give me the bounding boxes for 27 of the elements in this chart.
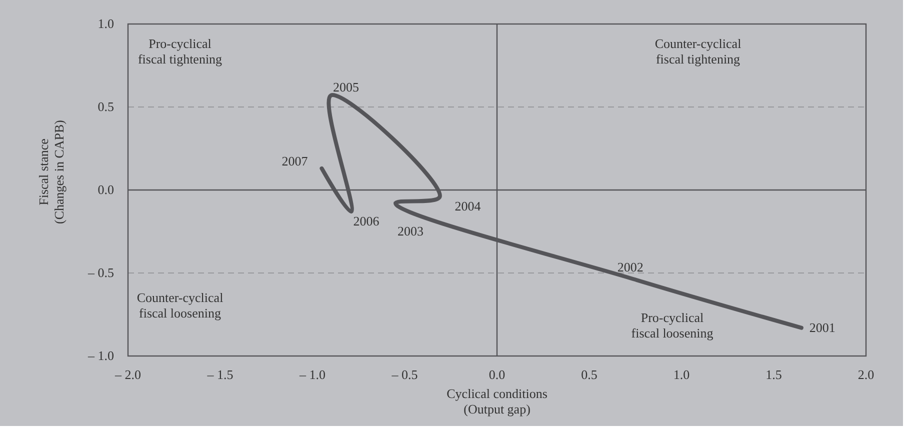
y-tick-label: 1.0: [98, 16, 114, 32]
annotation: 2005: [332, 79, 359, 94]
annotation: Counter-cyclical fiscal tightening: [654, 36, 742, 67]
annotation: Pro-cyclical fiscal loosening: [631, 310, 714, 341]
y-tick-label: – 0.5: [87, 265, 114, 280]
x-tick-label: – 0.5: [390, 367, 418, 382]
y-tick-label: 0.5: [98, 99, 114, 114]
x-tick-label: – 2.0: [114, 367, 141, 382]
x-tick-label: 1.5: [766, 367, 782, 382]
x-tick-label: 0.5: [581, 367, 598, 382]
x-tick-label: 2.0: [858, 367, 874, 382]
annotation: 2002: [617, 260, 644, 275]
annotation: Counter-cyclical fiscal loosening: [136, 290, 224, 321]
annotation: 2007: [282, 153, 308, 168]
annotation: Pro-cyclical fiscal tightening: [138, 36, 223, 67]
x-tick-label: 1.0: [673, 367, 690, 382]
x-tick-label: – 1.5: [206, 367, 234, 382]
x-tick-label: – 1.0: [298, 367, 326, 382]
annotation: 2003: [398, 223, 424, 238]
y-axis-title: Fiscal stance (Changes in CAPB): [36, 120, 67, 224]
annotation: 2001: [809, 320, 836, 335]
y-tick-label: – 1.0: [87, 348, 114, 364]
x-axis-title: Cyclical conditions (Output gap): [446, 386, 548, 417]
y-tick-label: 0.0: [98, 182, 114, 198]
x-tick-label: 0.0: [488, 367, 506, 382]
annotation: 2006: [353, 214, 380, 229]
annotation: 2004: [454, 198, 482, 214]
